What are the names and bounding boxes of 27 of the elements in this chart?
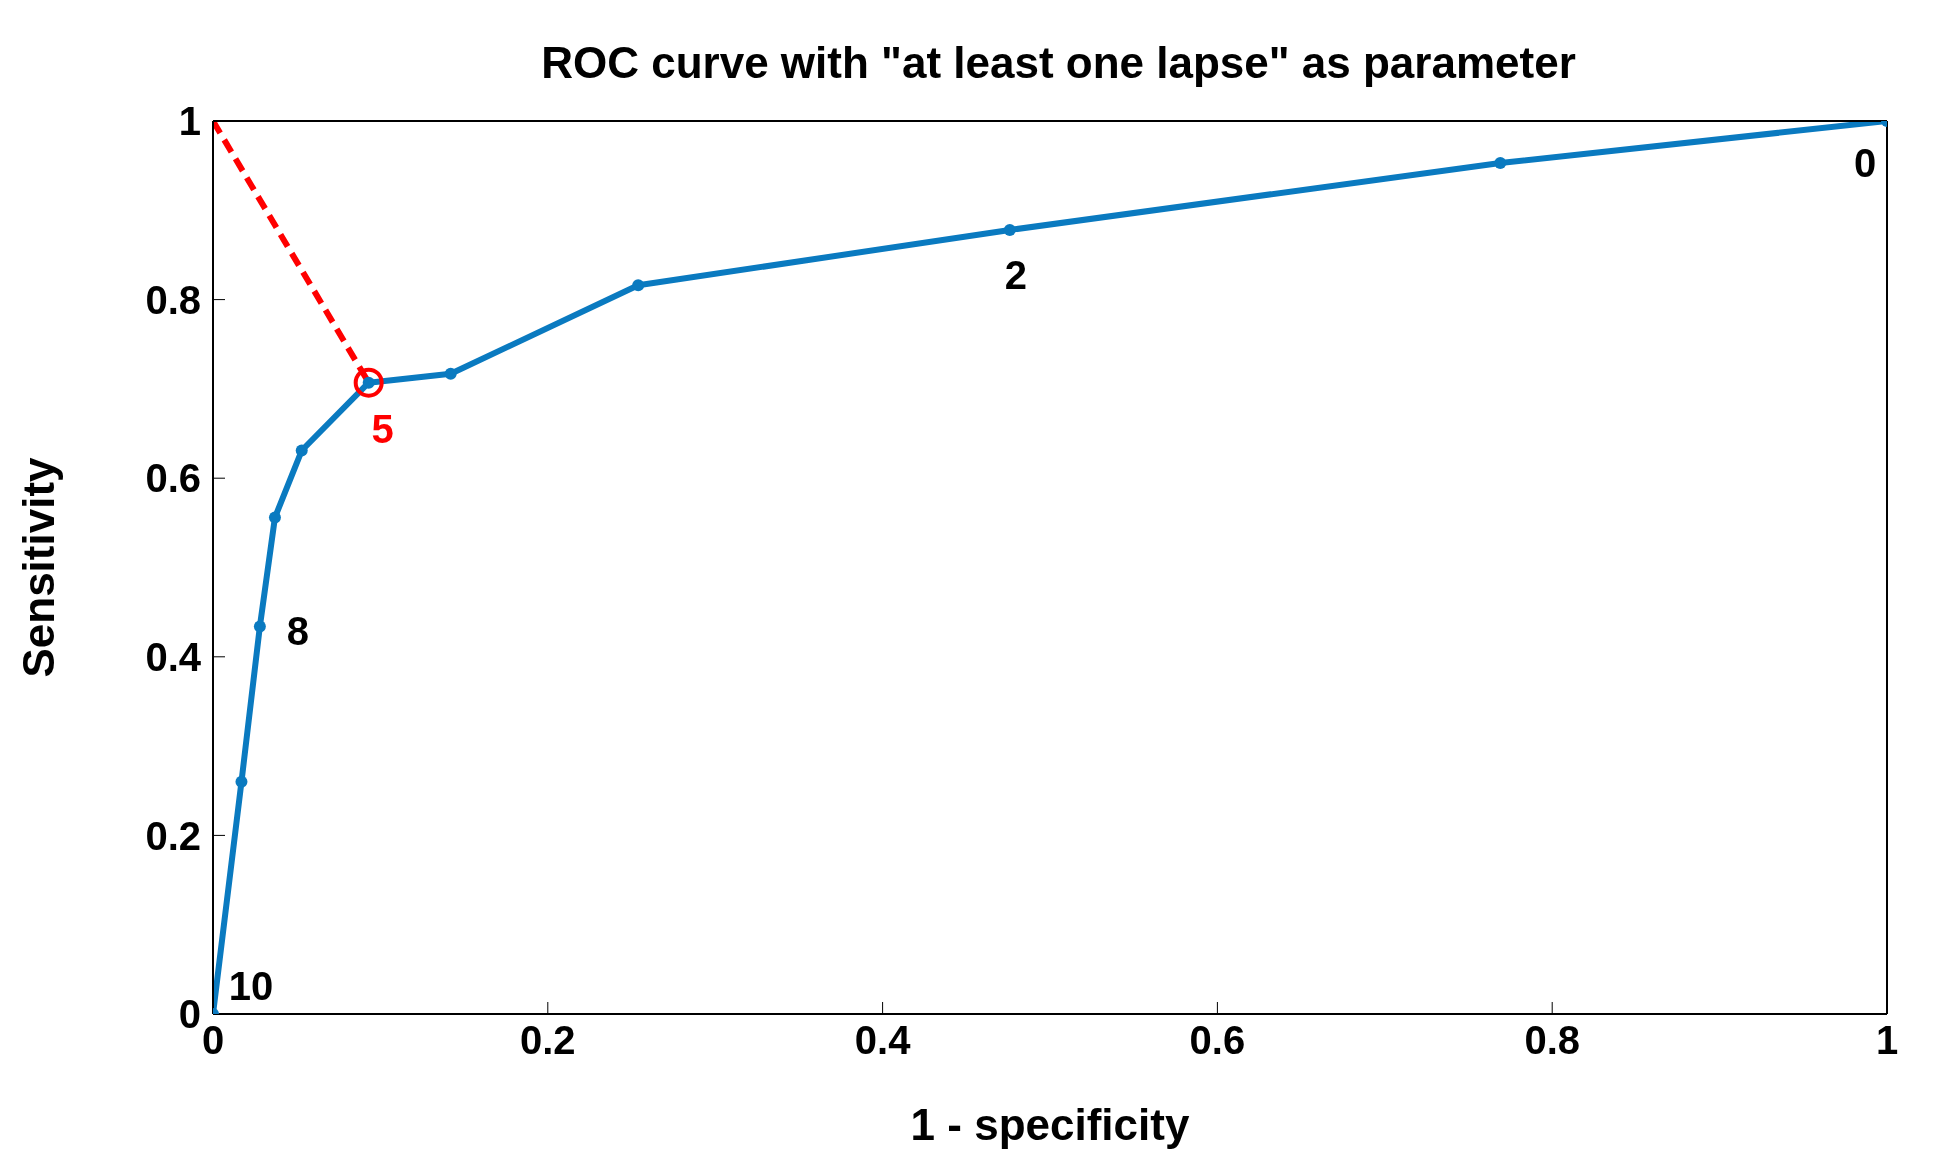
annotation: 0 [1853,140,1877,185]
x-axis-title: 1 - specificity [910,1100,1190,1149]
x-tick-label: 0.8 [1524,1018,1580,1063]
annotation: 5 [371,407,394,452]
y-tick-label: 0.6 [145,456,201,501]
x-tick-label: 0.2 [520,1018,576,1063]
point [295,444,308,457]
y-tick-label: 0.4 [145,635,202,679]
point [268,511,281,524]
point [1494,156,1507,169]
point [632,279,645,292]
y-tick-label: 0.2 [145,813,201,858]
annotation: 10 [228,963,274,1008]
x-tick-label: 0.4 [854,1018,912,1063]
point [235,775,248,788]
annotation: 2 [1004,252,1027,297]
y-tick-label: 0.8 [145,277,201,322]
chart-title: ROC curve with "at least one lapse" as parameter [540,38,1577,88]
x-tick-label: 1 [1875,1018,1899,1063]
point [253,620,266,633]
x-tick-label: 0.6 [1189,1018,1246,1063]
point [444,367,457,380]
annotation: 8 [286,609,309,653]
y-tick-label: 1 [178,99,201,144]
y-axis-title: Sensitivity [13,456,63,678]
point [1003,223,1016,236]
point [353,367,384,398]
